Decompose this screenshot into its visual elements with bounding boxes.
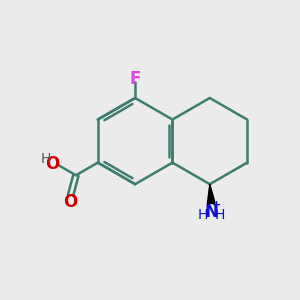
Text: H: H [198, 208, 208, 222]
Text: +: + [212, 200, 221, 210]
Text: H: H [214, 208, 225, 222]
Text: O: O [45, 155, 60, 173]
Text: O: O [63, 193, 78, 211]
Text: F: F [130, 70, 141, 88]
Text: H: H [40, 152, 51, 166]
Text: N: N [204, 203, 218, 221]
Polygon shape [207, 184, 215, 204]
